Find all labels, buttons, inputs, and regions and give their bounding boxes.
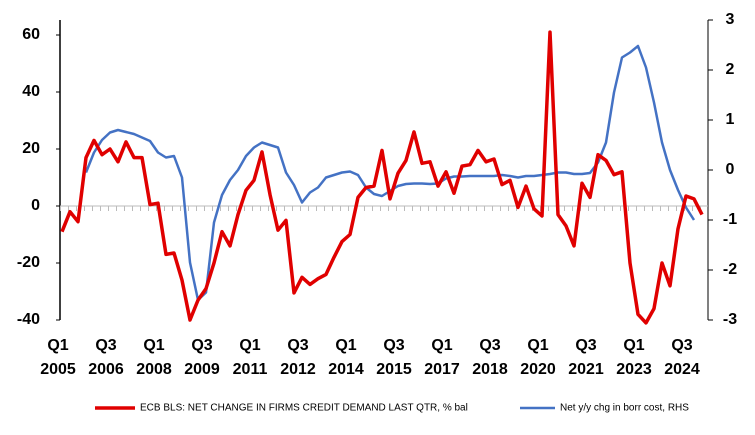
- x-tick-label: Q1 2008: [136, 337, 172, 378]
- y-tick-label: -20: [17, 254, 40, 271]
- y2-tick-label: 3: [726, 11, 735, 28]
- y2-tick-label: 2: [726, 61, 735, 78]
- y2-tick-label: -3: [723, 311, 737, 328]
- y-tick-label: 0: [31, 197, 40, 214]
- x-tick-label: Q1 2011: [233, 337, 268, 378]
- y2-tick-label: 0: [726, 161, 735, 178]
- x-tick-label: Q3 2015: [376, 337, 412, 378]
- x-tick-label: Q1 2023: [616, 337, 652, 378]
- x-tick-label: Q3 2021: [568, 337, 604, 378]
- y2-tick-label: -2: [723, 261, 737, 278]
- x-tick-label: Q1 2017: [424, 337, 460, 378]
- x-tick-label: Q3 2018: [472, 337, 508, 378]
- y2-tick-label: -1: [723, 211, 737, 228]
- legend-label: ECB BLS: NET CHANGE IN FIRMS CREDIT DEMA…: [140, 403, 468, 414]
- y-tick-label: 20: [22, 140, 40, 157]
- x-tick-label: Q3 2024: [664, 337, 700, 378]
- series-line: [60, 30, 704, 325]
- x-tick-label: Q1 2020: [520, 337, 556, 378]
- x-tick-label: Q3 2006: [88, 337, 124, 378]
- y-tick-label: -40: [17, 311, 40, 328]
- y2-tick-label: 1: [726, 111, 735, 128]
- x-tick-label: Q1 2005: [40, 337, 76, 378]
- legend-label: Net y/y chg in borr cost, RHS: [560, 403, 689, 414]
- x-tick-label: Q3 2009: [184, 337, 220, 378]
- y-tick-label: 60: [22, 26, 40, 43]
- x-tick-label: Q3 2012: [280, 337, 316, 378]
- y-tick-label: 40: [22, 83, 40, 100]
- x-tick-label: Q1 2014: [328, 337, 364, 378]
